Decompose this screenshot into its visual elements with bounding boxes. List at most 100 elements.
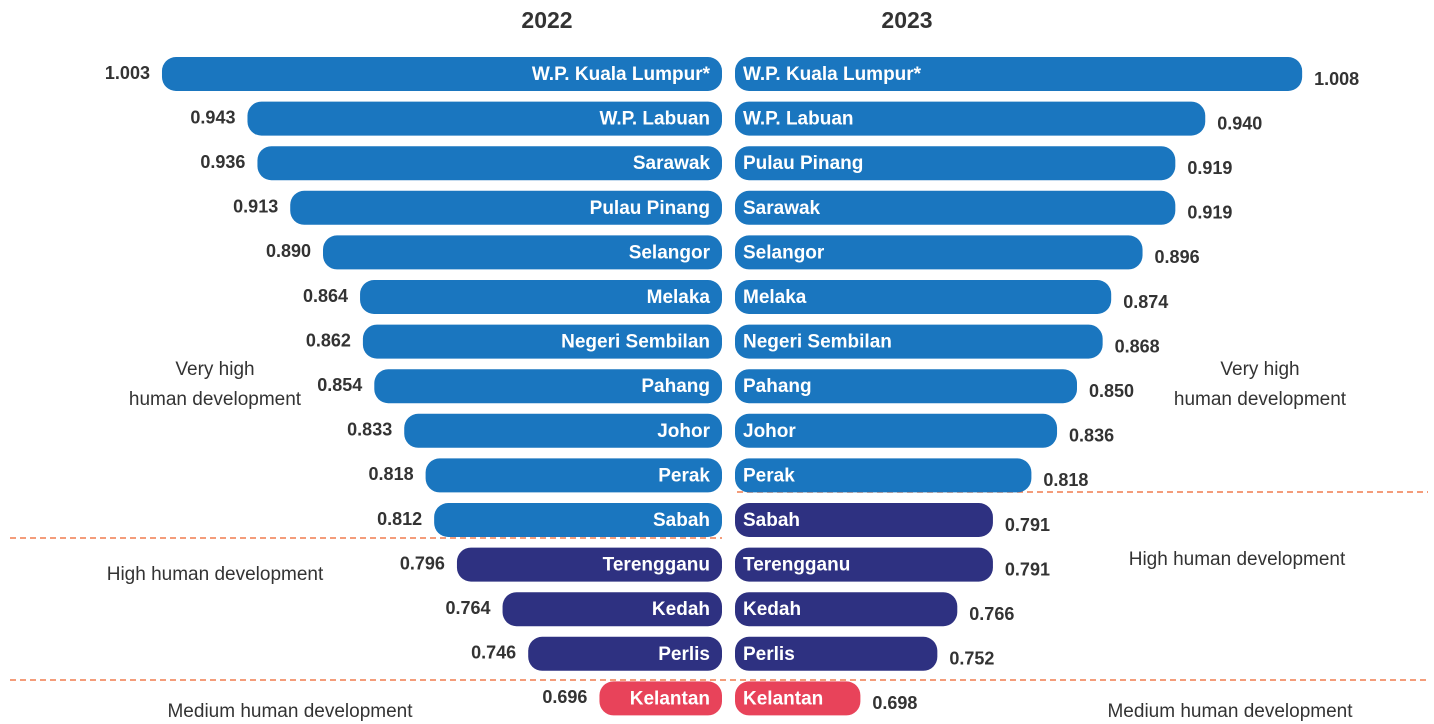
bar xyxy=(528,636,722,671)
bar-label: Perak xyxy=(658,465,710,486)
bar-label: Negeri Sembilan xyxy=(743,332,892,353)
value-label: 0.818 xyxy=(369,464,414,484)
bar-label: Melaka xyxy=(647,287,711,308)
annotation: Very high xyxy=(175,359,254,380)
bar xyxy=(434,503,722,537)
bar-label: Pulau Pinang xyxy=(743,153,863,174)
annotation: human development xyxy=(1174,389,1347,410)
annotation: Medium human development xyxy=(167,701,413,722)
bar xyxy=(735,369,1077,404)
value-label: 0.862 xyxy=(306,330,351,350)
bar-label: Melaka xyxy=(743,287,807,308)
bar xyxy=(735,681,861,716)
value-label: 0.796 xyxy=(400,553,445,573)
value-label: 0.818 xyxy=(1043,470,1088,490)
bar-label: Selangor xyxy=(629,242,711,263)
bar xyxy=(735,57,1303,91)
annotation: human development xyxy=(129,389,302,410)
bar xyxy=(735,146,1176,181)
value-label: 0.874 xyxy=(1123,292,1168,312)
value-label: 0.764 xyxy=(446,598,491,618)
value-label: 0.833 xyxy=(347,420,392,440)
value-label: 0.836 xyxy=(1069,426,1114,446)
value-label: 0.919 xyxy=(1187,203,1232,223)
bar-label: W.P. Kuala Lumpur* xyxy=(532,64,711,85)
value-label: 0.791 xyxy=(1005,559,1050,579)
bar-label: Perak xyxy=(743,465,795,486)
bar xyxy=(735,413,1058,448)
value-label: 0.896 xyxy=(1155,247,1200,267)
bar xyxy=(735,458,1032,493)
bar-label: Kedah xyxy=(743,599,801,620)
value-label: 0.890 xyxy=(266,241,311,261)
bar-label: Sabah xyxy=(743,510,800,531)
bar xyxy=(735,503,993,537)
bar xyxy=(735,235,1143,270)
value-label: 0.913 xyxy=(233,197,278,217)
value-label: 0.919 xyxy=(1187,158,1232,178)
bar-label: Kelantan xyxy=(630,688,710,709)
bar xyxy=(247,101,722,136)
bar-label: Sarawak xyxy=(743,198,821,219)
chart-subtitle: 2022 xyxy=(521,7,572,33)
bar xyxy=(360,280,722,314)
bar xyxy=(362,324,722,359)
value-label: 1.003 xyxy=(105,63,150,83)
bar xyxy=(735,592,958,627)
bar-label: Negeri Sembilan xyxy=(561,332,710,353)
bar-label: Terengganu xyxy=(743,555,850,576)
bar-label: Sarawak xyxy=(633,153,711,174)
bar xyxy=(735,190,1176,225)
value-label: 0.746 xyxy=(471,643,516,663)
value-label: 0.766 xyxy=(969,604,1014,624)
value-label: 1.008 xyxy=(1314,69,1359,89)
bar xyxy=(735,547,993,582)
value-label: 0.854 xyxy=(317,375,362,395)
bar-label: Selangor xyxy=(743,242,825,263)
bar xyxy=(735,280,1112,314)
bar xyxy=(161,57,723,91)
value-label: 0.696 xyxy=(542,687,587,707)
bar-label: Johor xyxy=(657,421,710,442)
bar-label: Kedah xyxy=(652,599,710,620)
bar-label: Pahang xyxy=(641,376,710,397)
annotation: Medium human development xyxy=(1107,701,1353,722)
bar-label: W.P. Labuan xyxy=(743,109,854,130)
bar-label: Terengganu xyxy=(603,555,710,576)
value-label: 0.940 xyxy=(1217,113,1262,133)
bar xyxy=(735,324,1103,359)
bar xyxy=(599,681,722,716)
annotation: Very high xyxy=(1220,359,1299,380)
bar xyxy=(404,413,722,448)
chart-subtitle: 2023 xyxy=(881,7,932,33)
bar-label: Pulau Pinang xyxy=(590,198,710,219)
bar xyxy=(456,547,722,582)
value-label: 0.752 xyxy=(949,649,994,669)
bar xyxy=(374,369,722,404)
bar-label: W.P. Kuala Lumpur* xyxy=(743,64,922,85)
value-label: 0.864 xyxy=(303,286,348,306)
value-label: 0.791 xyxy=(1005,515,1050,535)
bar-label: W.P. Labuan xyxy=(599,109,710,130)
annotation: High human development xyxy=(107,564,324,585)
value-label: 0.943 xyxy=(190,107,235,127)
bar-label: Kelantan xyxy=(743,688,823,709)
value-label: 0.812 xyxy=(377,509,422,529)
bar xyxy=(735,101,1206,136)
bar xyxy=(323,235,722,270)
bar xyxy=(425,458,722,493)
annotation: High human development xyxy=(1129,549,1346,570)
value-label: 0.936 xyxy=(200,152,245,172)
value-label: 0.868 xyxy=(1115,336,1160,356)
bar xyxy=(257,146,722,181)
bar-label: Perlis xyxy=(743,644,795,665)
bar xyxy=(735,636,938,671)
bar xyxy=(502,592,722,627)
bar xyxy=(290,190,722,225)
bar-label: Perlis xyxy=(658,644,710,665)
bar-label: Pahang xyxy=(743,376,812,397)
bar-label: Johor xyxy=(743,421,796,442)
value-label: 0.698 xyxy=(872,693,917,713)
bar-label: Sabah xyxy=(653,510,710,531)
